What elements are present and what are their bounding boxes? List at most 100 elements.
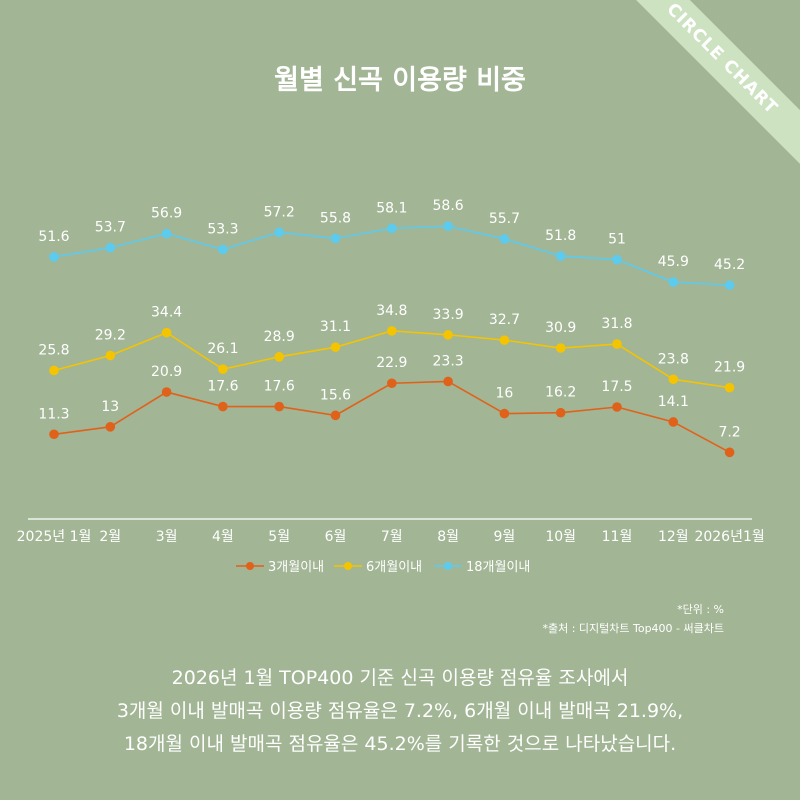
data-point [555,407,566,418]
legend-label: 6개월이내 [366,560,422,575]
data-point [49,429,59,440]
data-point [387,378,397,389]
data-point [330,342,341,352]
data-point [724,447,735,458]
data-point [443,376,453,387]
data-label: 45.2 [714,257,745,273]
legend-label: 3개월이내 [268,560,324,575]
data-point [668,374,679,385]
data-point [555,343,566,353]
data-point [105,242,116,253]
data-point [161,387,172,397]
data-label: 28.9 [264,329,295,345]
data-point [218,401,228,412]
data-label: 57.2 [264,204,295,220]
x-tick-label: 4월 [212,529,234,545]
data-label: 55.7 [489,211,520,227]
data-point [105,350,116,361]
legend-label: 18개월이내 [466,560,530,575]
data-point [49,252,59,262]
data-label: 17.6 [207,379,238,395]
data-point [555,251,566,261]
x-tick-label: 6월 [325,529,347,545]
data-label: 23.3 [433,353,464,369]
x-tick-label: 10월 [545,529,576,545]
data-point [668,277,679,287]
data-point [612,254,622,265]
data-point [274,227,285,238]
data-point [218,364,228,374]
data-point [387,326,397,336]
data-label: 53.7 [95,220,126,236]
data-label: 16 [495,386,513,402]
chart-title: 월별 신곡 이용량 비중 [274,65,526,96]
data-label: 51 [608,232,626,248]
x-tick-label: 8월 [437,529,459,545]
data-label: 21.9 [714,360,745,376]
data-label: 23.8 [658,351,689,367]
data-label: 25.8 [38,342,69,358]
data-label: 58.6 [433,198,464,214]
legend-marker [344,562,352,570]
data-label: 34.8 [376,303,407,319]
data-label: 14.1 [658,394,689,410]
x-tick-label: 11월 [602,529,633,545]
data-label: 51.6 [38,229,69,245]
data-label: 11.3 [38,406,69,422]
data-point [49,365,59,376]
data-point [161,228,172,239]
summary-text: 2026년 1월 TOP400 기준 신곡 이용량 점유율 조사에서 3개월 이… [0,662,800,761]
data-point [612,402,622,412]
data-point [499,335,510,345]
x-tick-label: 3월 [156,529,178,545]
legend-marker [246,562,254,570]
data-point [387,223,397,234]
data-label: 32.7 [489,312,520,328]
data-point [443,221,453,231]
x-tick-label: 5월 [268,529,290,545]
data-point [443,330,453,340]
summary-line: 3개월 이내 발매곡 이용량 점유율은 7.2%, 6개월 이내 발매곡 21.… [116,700,684,722]
data-label: 22.9 [376,355,407,371]
x-tick-label: 12월 [658,529,689,545]
data-label: 56.9 [151,206,182,222]
data-label: 30.9 [545,320,576,336]
unit-note: *단위 : % [677,603,724,616]
summary-line: 18개월 이내 발매곡 점유율은 45.2%를 기록한 것으로 나타났습니다. [123,733,677,755]
data-point [105,422,116,432]
x-tick-label: 7월 [381,529,403,545]
data-label: 33.9 [433,307,464,323]
data-label: 16.2 [545,385,576,401]
data-label: 13 [101,399,119,415]
source-note: *출처 : 디지털차트 Top400 - 써클차트 [542,622,724,635]
series-line [53,225,730,286]
line-chart: 2025년 1월 2월 3월 4월 5월 6월 7월 8월 9월 10월 11월 12월 2026년1월… [17,198,765,575]
data-point [330,410,341,421]
x-tick-label: 2025년 1월 [17,529,92,545]
data-point [330,233,341,244]
data-label: 20.9 [151,364,182,380]
data-point [612,339,622,349]
data-label: 26.1 [207,341,238,357]
data-point [218,244,228,255]
data-label: 7.2 [718,424,740,440]
summary-line: 2026년 1월 TOP400 기준 신곡 이용량 점유율 조사에서 [171,667,629,689]
data-label: 45.9 [658,254,689,270]
data-point [161,327,172,338]
data-label: 17.6 [264,379,295,395]
data-label: 34.4 [151,305,182,321]
data-label: 51.8 [545,228,576,244]
data-label: 31.1 [320,319,351,335]
data-point [499,234,510,244]
data-point [274,401,285,412]
data-label: 53.3 [207,221,238,237]
data-point [668,417,679,427]
data-point [724,280,735,290]
x-tick-label: 2026년1월 [694,529,764,545]
data-label: 29.2 [95,328,126,344]
x-tick-label: 9월 [494,529,516,545]
data-point [724,382,735,393]
data-label: 58.1 [376,200,407,216]
data-label: 17.5 [601,379,632,395]
data-point [274,352,285,362]
